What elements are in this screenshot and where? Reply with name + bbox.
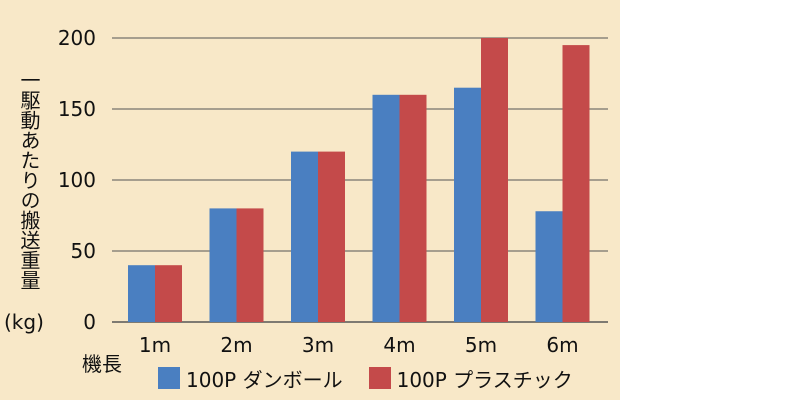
bar-cardboard-4m — [372, 94, 400, 322]
bar-cardboard-3m — [291, 151, 318, 322]
y-tick-label-200: 200 — [58, 26, 96, 50]
legend-item-cardboard: 100P ダンボール — [158, 364, 343, 393]
bar-cardboard-2m — [209, 208, 237, 322]
bar-plastic-1m — [155, 265, 182, 322]
chart-panel: 0 50 100 150 200 1m 2m 3m 4m 5m 6m 一駆動あたりの搬送重量 (kg… — [0, 0, 620, 400]
legend-label-cardboard: 100P ダンボール — [186, 367, 343, 392]
bar-cardboard-5m — [454, 87, 481, 322]
bar-plastic-5m — [481, 38, 508, 322]
y-axis-unit: (kg) — [4, 310, 44, 334]
x-tick-label-5m: 5m — [465, 333, 497, 357]
bar-plastic-3m — [318, 151, 345, 322]
x-tick-label-4m: 4m — [383, 333, 415, 357]
x-tick-label-3m: 3m — [302, 333, 334, 357]
legend-label-plastic: 100P プラスチック — [396, 367, 573, 392]
legend-swatch-cardboard — [158, 367, 180, 389]
bar-chart: 0 50 100 150 200 1m 2m 3m 4m 5m 6m — [58, 26, 608, 357]
bar-cardboard-1m — [128, 265, 155, 322]
bar-plastic-6m — [562, 45, 590, 322]
y-axis-label: 一駆動あたりの搬送重量 — [17, 70, 41, 290]
y-tick-label-0: 0 — [83, 310, 96, 334]
x-tick-label-2m: 2m — [220, 333, 252, 357]
x-axis-label: 機長 — [82, 352, 122, 376]
y-tick-label-150: 150 — [58, 97, 96, 121]
legend-swatch-plastic — [368, 367, 391, 389]
x-tick-label-1m: 1m — [139, 333, 171, 357]
y-tick-label-50: 50 — [71, 239, 96, 263]
bar-plastic-4m — [399, 94, 427, 322]
x-tick-label-6m: 6m — [546, 333, 578, 357]
bar-cardboard-6m — [535, 211, 563, 322]
bar-plastic-2m — [236, 208, 264, 322]
y-tick-label-100: 100 — [58, 168, 96, 192]
legend: 100P ダンボール 100P プラスチック — [158, 362, 599, 394]
legend-item-plastic: 100P プラスチック — [368, 364, 573, 393]
